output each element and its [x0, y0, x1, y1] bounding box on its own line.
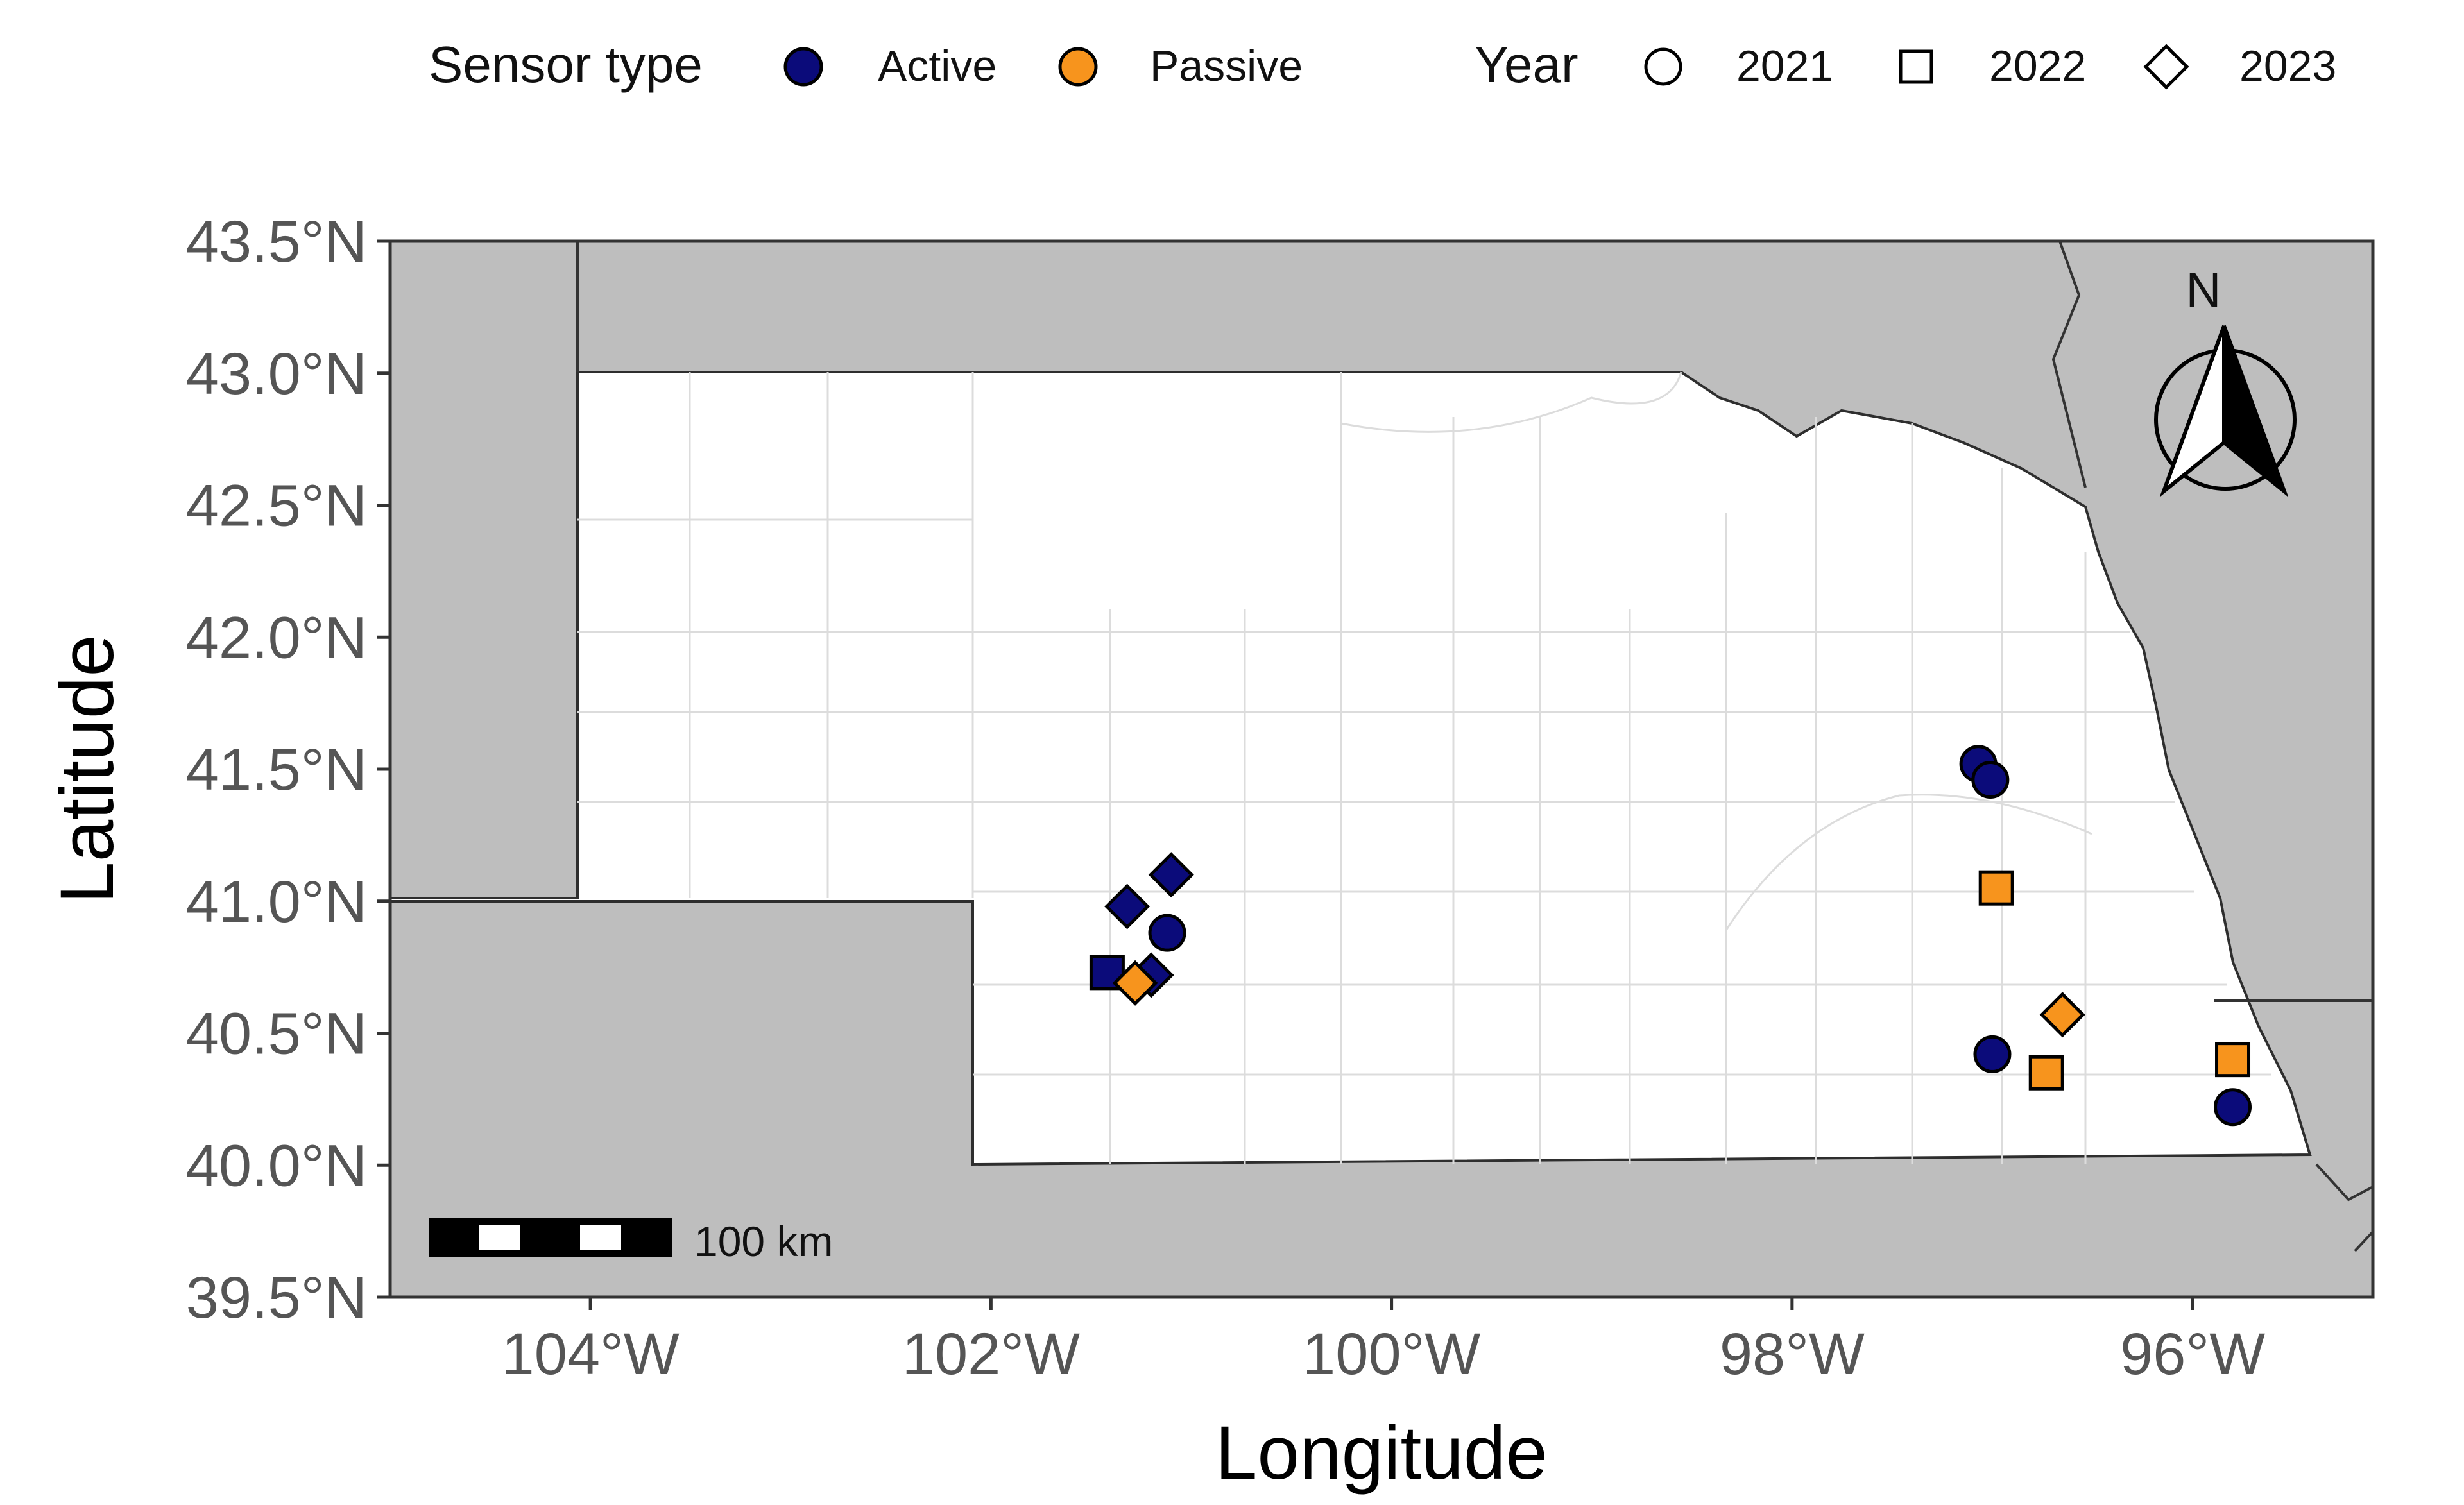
legend-active-swatch: [783, 47, 823, 87]
legend-active-label: Active: [878, 42, 997, 90]
scale-bar-segment: [580, 1225, 621, 1250]
legend: Sensor type Active Passive Year 2021 202…: [429, 36, 2336, 93]
sensor-point-active-2023: [1148, 852, 1194, 898]
north-arrow-dark-half: [2222, 325, 2289, 498]
sensor-point-active-2021: [1973, 1035, 2012, 1073]
north-arrow-label: N: [2186, 263, 2221, 318]
x-axis-title: Longitude: [1215, 1411, 1548, 1495]
sensor-point-passive-2022: [2028, 1055, 2064, 1091]
sensor-point-active-2021: [1971, 760, 2010, 799]
y-tick-label: 42.0°N: [186, 605, 367, 670]
sensor-point-active-2021: [2214, 1088, 2252, 1127]
legend-passive-swatch: [1058, 47, 1098, 87]
map-panel: [388, 239, 2375, 1299]
y-tick-label: 43.0°N: [186, 341, 367, 407]
north-arrow: N: [2154, 263, 2297, 498]
nebraska-shape: [389, 371, 2312, 1166]
y-tick-label: 41.5°N: [186, 737, 367, 803]
y-tick-label: 39.5°N: [186, 1265, 367, 1331]
y-tick-label: 43.5°N: [186, 209, 367, 275]
scale-bar: 100 km: [429, 1218, 833, 1265]
legend-year-title: Year: [1475, 36, 1579, 93]
y-axis-title: Latitude: [45, 634, 130, 904]
kansas-missouri-border: [2315, 1163, 2374, 1202]
legend-2022-swatch: [1899, 49, 1933, 84]
x-tick-label: 98°W: [1720, 1322, 1865, 1387]
southeast-corner-border: [2354, 1230, 2374, 1252]
x-tick-label: 96°W: [2120, 1322, 2265, 1387]
sensor-point-passive-2023: [1112, 960, 1158, 1006]
legend-2021-label: 2021: [1736, 42, 1833, 90]
y-tick-label: 42.5°N: [186, 473, 367, 539]
sensor-point-passive-2023: [2039, 992, 2085, 1038]
x-tick-label: 104°W: [502, 1322, 680, 1387]
legend-2022-label: 2022: [1989, 42, 2086, 90]
sensor-point-active-2023: [1104, 883, 1151, 930]
y-tick-label: 40.5°N: [186, 1001, 367, 1067]
sensor-point-passive-2022: [2215, 1042, 2251, 1078]
axis-ticks: 104°W 102°W 100°W 98°W 96°W 43.5°N 43.0°N 42.5°…: [186, 209, 2266, 1387]
legend-sensor-type-title: Sensor type: [429, 36, 703, 93]
legend-2021-swatch: [1644, 47, 1682, 86]
y-tick-label: 41.0°N: [186, 869, 367, 935]
iowa-border: [2051, 241, 2087, 488]
legend-2023-swatch: [2143, 44, 2189, 90]
sensor-point-passive-2022: [1978, 870, 2014, 906]
scale-bar-label: 100 km: [694, 1218, 833, 1265]
sensor-point-active-2021: [1148, 914, 1186, 952]
x-tick-label: 100°W: [1303, 1322, 1480, 1387]
scale-bar-outline: [429, 1218, 672, 1257]
sensor-point-active-2022: [1089, 955, 1125, 991]
y-tick-label: 40.0°N: [186, 1133, 367, 1198]
legend-passive-label: Passive: [1150, 42, 1303, 90]
legend-2023-label: 2023: [2239, 42, 2336, 90]
sensor-points: [1089, 745, 2252, 1127]
x-tick-label: 102°W: [902, 1322, 1080, 1387]
scale-bar-segment: [479, 1225, 520, 1250]
